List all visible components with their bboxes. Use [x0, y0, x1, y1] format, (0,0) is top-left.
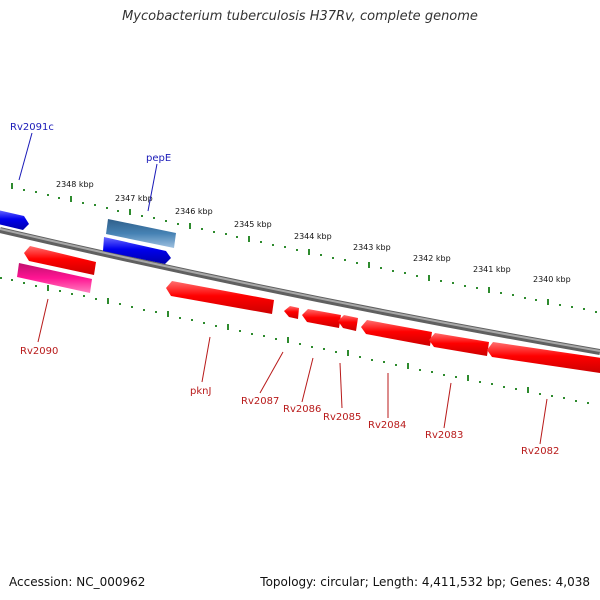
gene-label[interactable]: Rv2084 — [368, 420, 406, 431]
cds-Rv2085[interactable] — [338, 315, 358, 331]
length-label: Length: — [372, 575, 419, 589]
kbp-label: 2342 kbp — [413, 254, 451, 263]
cds-Rv2091c[interactable] — [0, 210, 29, 230]
genes-value: 4,038 — [555, 575, 590, 589]
accession-value: NC_000962 — [76, 575, 146, 589]
gene-label[interactable]: Rv2086 — [283, 404, 321, 415]
cds-pink[interactable] — [17, 263, 92, 293]
reverse-strand-features — [17, 246, 600, 373]
kbp-label: 2346 kbp — [175, 207, 213, 216]
major-tick — [428, 275, 430, 281]
major-tick — [70, 196, 72, 202]
gene-label[interactable]: pknJ — [190, 386, 211, 397]
gene-label[interactable]: Rv2087 — [241, 396, 279, 407]
cds-Rv2086[interactable] — [302, 309, 341, 328]
kbp-label: 2341 kbp — [473, 265, 511, 274]
kbp-labels: 2348 kbp 2347 kbp 2346 kbp 2345 kbp 2344… — [56, 180, 571, 284]
separator: ; — [501, 575, 507, 589]
forward-strand-features — [0, 210, 176, 264]
major-tick — [129, 209, 131, 215]
map-title: Mycobacterium tuberculosis H37Rv, comple… — [122, 9, 478, 24]
cds-pknJ[interactable] — [166, 281, 274, 314]
major-tick — [248, 236, 250, 242]
gene-label[interactable]: Rv2091c — [10, 122, 54, 133]
major-tick — [308, 249, 310, 255]
major-tick — [547, 299, 549, 305]
gene-label[interactable]: pepE — [146, 153, 171, 164]
major-tick — [189, 223, 191, 229]
genome-backbone — [0, 227, 600, 355]
cds-Rv2084[interactable] — [361, 320, 432, 346]
cds-pepE[interactable] — [106, 219, 176, 248]
kbp-label: 2347 kbp — [115, 194, 153, 203]
kbp-label: 2344 kbp — [294, 232, 332, 241]
major-tick — [11, 183, 13, 189]
major-tick — [368, 262, 370, 268]
gene-label[interactable]: Rv2083 — [425, 430, 463, 441]
genome-summary: Topology: circular; Length: 4,411,532 bp… — [260, 575, 590, 589]
gene-labels: Rv2091c pepE Rv2090 pknJ Rv2087 Rv2086 R… — [10, 122, 559, 457]
cds-Rv2083[interactable] — [429, 333, 489, 356]
gene-label[interactable]: Rv2082 — [521, 446, 559, 457]
accession-label: Accession: — [9, 575, 73, 589]
kbp-label: 2345 kbp — [234, 220, 272, 229]
outer-tick-track — [11, 183, 597, 313]
gene-label[interactable]: Rv2090 — [20, 346, 58, 357]
cds-Rv2087[interactable] — [284, 306, 299, 319]
topology-label: Topology: — [260, 575, 317, 589]
genes-label: Genes: — [509, 575, 552, 589]
cds-Rv2082[interactable] — [487, 342, 600, 373]
cds-Rv2089c[interactable] — [103, 237, 171, 264]
accession-info: Accession: NC_000962 — [9, 575, 145, 589]
kbp-label: 2348 kbp — [56, 180, 94, 189]
kbp-label: 2343 kbp — [353, 243, 391, 252]
length-value: 4,411,532 bp — [421, 575, 502, 589]
topology-value: circular — [320, 575, 365, 589]
inner-tick-track — [0, 277, 589, 404]
separator: ; — [364, 575, 369, 589]
gene-label[interactable]: Rv2085 — [323, 412, 361, 423]
cds-Rv2090[interactable] — [24, 246, 96, 275]
kbp-label: 2340 kbp — [533, 275, 571, 284]
major-tick — [488, 287, 490, 293]
label-leader-lines — [18, 132, 548, 445]
